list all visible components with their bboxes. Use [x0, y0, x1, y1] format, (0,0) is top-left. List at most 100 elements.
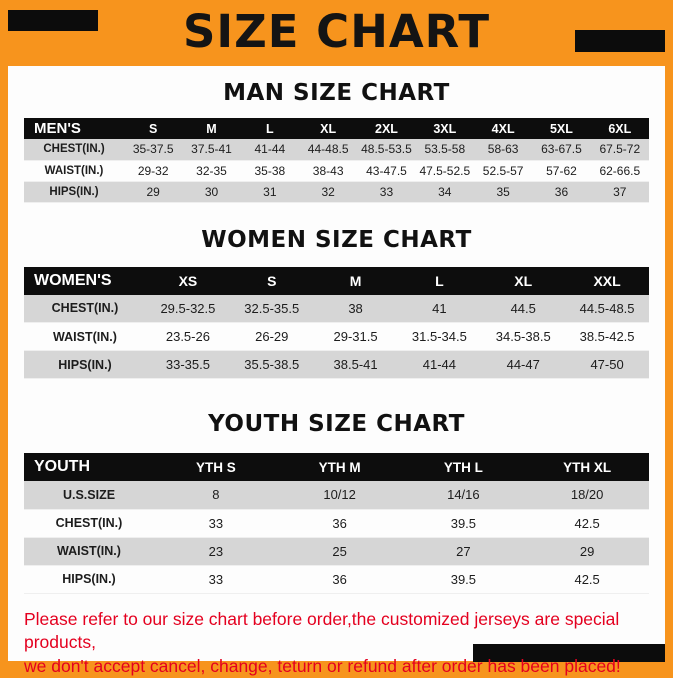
size-value: 33: [357, 181, 415, 202]
disclaimer-line-2: we don't accept cancel, change, teturn o…: [24, 655, 649, 678]
size-value: 36: [278, 565, 402, 593]
size-column-header: XXL: [565, 267, 649, 295]
disclaimer-line-1: Please refer to our size chart before or…: [24, 608, 649, 655]
row-label: HIPS(IN.): [24, 181, 124, 202]
size-column-header: M: [314, 267, 398, 295]
size-value: 32.5-35.5: [230, 295, 314, 323]
size-value: 35.5-38.5: [230, 351, 314, 379]
size-value: 37.5-41: [182, 139, 240, 160]
size-column-header: 5XL: [532, 118, 590, 139]
row-label: U.S.SIZE: [24, 481, 154, 509]
size-column-header: 4XL: [474, 118, 532, 139]
size-value: 41: [397, 295, 481, 323]
top-banner: SIZE CHART: [0, 0, 673, 66]
size-value: 52.5-57: [474, 160, 532, 181]
size-value: 33: [154, 509, 278, 537]
size-value: 38.5-42.5: [565, 323, 649, 351]
size-column-header: L: [397, 267, 481, 295]
size-value: 53.5-58: [416, 139, 474, 160]
row-label: HIPS(IN.): [24, 351, 146, 379]
size-value: 37: [591, 181, 649, 202]
size-value: 35-37.5: [124, 139, 182, 160]
size-column-header: 6XL: [591, 118, 649, 139]
size-value: 48.5-53.5: [357, 139, 415, 160]
table-corner-header: WOMEN'S: [24, 267, 146, 295]
size-value: 41-44: [397, 351, 481, 379]
page-title: SIZE CHART: [0, 0, 673, 64]
size-column-header: XS: [146, 267, 230, 295]
size-value: 39.5: [402, 565, 526, 593]
size-value: 67.5-72: [591, 139, 649, 160]
size-value: 32: [299, 181, 357, 202]
size-column-header: M: [182, 118, 240, 139]
size-value: 34: [416, 181, 474, 202]
size-value: 32-35: [182, 160, 240, 181]
size-column-header: YTH L: [402, 453, 526, 481]
size-value: 58-63: [474, 139, 532, 160]
size-column-header: YTH M: [278, 453, 402, 481]
size-value: 35-38: [241, 160, 299, 181]
size-value: 42.5: [525, 565, 649, 593]
size-value: 38-43: [299, 160, 357, 181]
row-label: WAIST(IN.): [24, 160, 124, 181]
row-label: WAIST(IN.): [24, 537, 154, 565]
size-column-header: XL: [481, 267, 565, 295]
size-value: 29: [124, 181, 182, 202]
row-label: CHEST(IN.): [24, 295, 146, 323]
size-column-header: XL: [299, 118, 357, 139]
size-value: 33-35.5: [146, 351, 230, 379]
size-value: 43-47.5: [357, 160, 415, 181]
row-label: CHEST(IN.): [24, 509, 154, 537]
size-value: 33: [154, 565, 278, 593]
size-value: 35: [474, 181, 532, 202]
size-value: 44.5: [481, 295, 565, 323]
size-column-header: 3XL: [416, 118, 474, 139]
size-value: 23.5-26: [146, 323, 230, 351]
size-column-header: YTH XL: [525, 453, 649, 481]
disclaimer-text: Please refer to our size chart before or…: [24, 608, 649, 678]
size-value: 38: [314, 295, 398, 323]
size-value: 29-31.5: [314, 323, 398, 351]
size-value: 44-48.5: [299, 139, 357, 160]
size-value: 39.5: [402, 509, 526, 537]
size-column-header: S: [230, 267, 314, 295]
size-value: 14/16: [402, 481, 526, 509]
section-heading-youth: YOUTH SIZE CHART: [24, 411, 649, 437]
size-value: 47-50: [565, 351, 649, 379]
size-value: 47.5-52.5: [416, 160, 474, 181]
size-value: 29-32: [124, 160, 182, 181]
size-value: 42.5: [525, 509, 649, 537]
size-value: 31.5-34.5: [397, 323, 481, 351]
size-value: 29.5-32.5: [146, 295, 230, 323]
row-label: HIPS(IN.): [24, 565, 154, 593]
size-value: 10/12: [278, 481, 402, 509]
table-corner-header: YOUTH: [24, 453, 154, 481]
size-value: 63-67.5: [532, 139, 590, 160]
size-column-header: L: [241, 118, 299, 139]
decorative-bar-top-left: [8, 10, 98, 31]
size-value: 44-47: [481, 351, 565, 379]
size-value: 57-62: [532, 160, 590, 181]
decorative-bar-top-right: [575, 30, 665, 52]
size-value: 41-44: [241, 139, 299, 160]
section-heading-women: WOMEN SIZE CHART: [24, 227, 649, 253]
size-value: 44.5-48.5: [565, 295, 649, 323]
size-value: 38.5-41: [314, 351, 398, 379]
size-value: 23: [154, 537, 278, 565]
